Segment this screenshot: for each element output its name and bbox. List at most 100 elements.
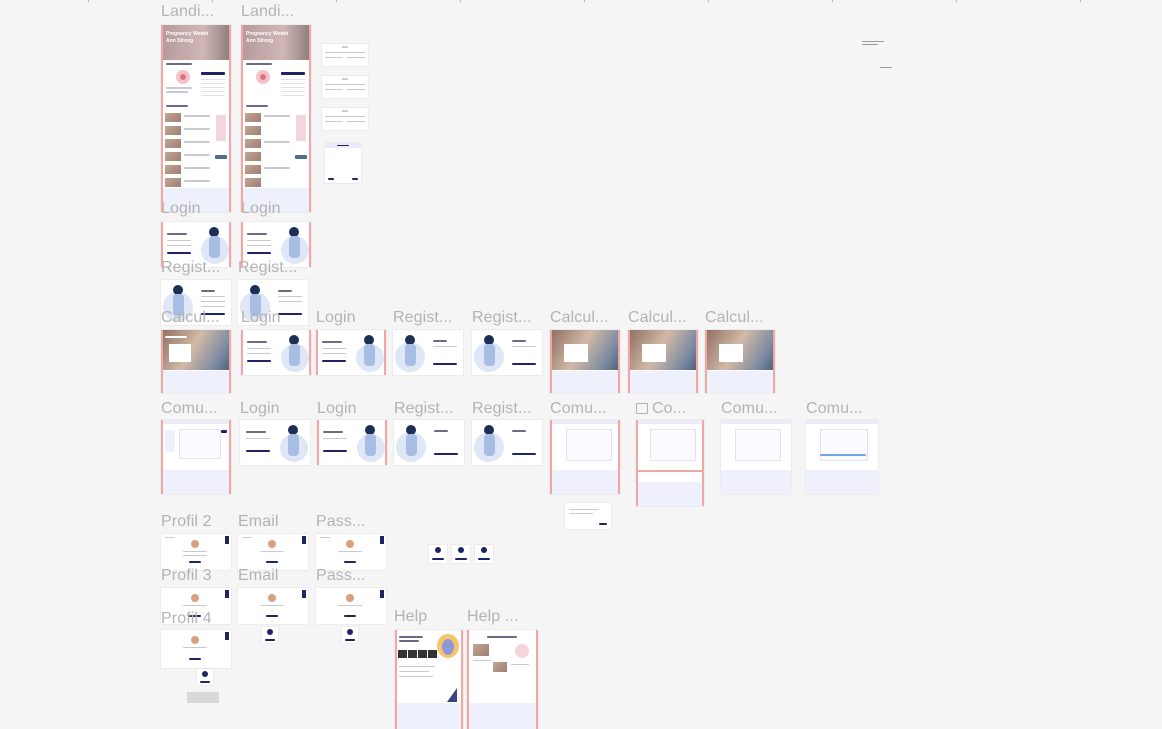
register-frame[interactable] (472, 420, 542, 465)
frame-label-calc-4[interactable]: Calcul... (705, 309, 764, 326)
illustration-body (365, 434, 376, 456)
component-card[interactable] (565, 503, 611, 529)
frame-label-landing-2[interactable]: Landi... (241, 3, 295, 20)
text-line (473, 660, 491, 661)
register-frame[interactable] (394, 420, 464, 465)
check-icon (347, 629, 353, 635)
success-chip[interactable] (429, 545, 447, 563)
frame-label-comu-3[interactable]: Co... (636, 400, 686, 418)
frame-label-register-3[interactable]: Regist... (393, 309, 453, 326)
calculator-frame[interactable] (705, 330, 775, 393)
frame-label-login-5[interactable]: Login (317, 400, 357, 417)
input-line (247, 240, 271, 241)
frame-label-login-overlap[interactable]: Login (241, 309, 281, 326)
nav-bar (806, 420, 878, 424)
register-heading (278, 290, 292, 292)
post-card (650, 429, 696, 461)
help-frame[interactable] (395, 630, 463, 729)
component-card[interactable] (322, 76, 368, 98)
frame-label-calc-3[interactable]: Calcul... (628, 309, 687, 326)
success-chip[interactable] (342, 627, 358, 643)
nav-bar (550, 420, 620, 424)
help-frame[interactable] (467, 630, 538, 729)
password-frame[interactable] (316, 534, 386, 570)
success-chip[interactable] (475, 545, 493, 563)
login-frame[interactable] (241, 330, 311, 375)
illustration-hair (209, 227, 219, 237)
email-frame[interactable] (238, 534, 308, 570)
success-chip[interactable] (262, 627, 278, 643)
input-line (278, 296, 302, 297)
login-frame[interactable] (161, 222, 231, 267)
calculator-frame[interactable] (628, 330, 698, 393)
note-box[interactable] (187, 692, 219, 703)
frame-label-login-1[interactable]: Login (161, 200, 201, 217)
register-frame[interactable] (161, 280, 231, 325)
frame-label-register-5[interactable]: Regist... (394, 400, 454, 417)
frame-label-login-3[interactable]: Login (316, 309, 356, 326)
article-thumbnail (245, 152, 261, 161)
component-card[interactable] (322, 44, 368, 66)
component-card[interactable] (322, 108, 368, 130)
text-line (325, 121, 343, 122)
input-line (338, 605, 362, 606)
calculator-frame[interactable] (550, 330, 620, 393)
community-frame[interactable] (550, 420, 620, 494)
frame-label-calc-1[interactable]: Calcul... (161, 309, 220, 326)
email-frame[interactable] (238, 588, 308, 624)
frame-label-pass-2[interactable]: Pass... (316, 567, 366, 584)
community-frame[interactable] (636, 420, 704, 506)
profile-frame[interactable] (161, 534, 231, 570)
frame-label-comu-5[interactable]: Comu... (806, 400, 863, 417)
input-line (247, 353, 271, 354)
frame-label-login-2[interactable]: Login (241, 200, 281, 217)
login-frame[interactable] (240, 420, 310, 465)
register-frame[interactable] (238, 280, 308, 325)
article-thumbnail (165, 113, 181, 122)
landing-frame-2[interactable]: Pregnancy Womb Ann Strong (241, 25, 311, 212)
community-frame[interactable] (806, 420, 878, 494)
frame-label-comu-4[interactable]: Comu... (721, 400, 778, 417)
calculator-frame[interactable] (161, 330, 231, 393)
register-frame[interactable] (393, 330, 463, 375)
login-frame[interactable] (317, 420, 387, 465)
register-frame[interactable] (472, 330, 542, 375)
frame-label-email-2[interactable]: Email (238, 567, 279, 584)
frame-label-email-1[interactable]: Email (238, 513, 279, 530)
frame-label-register-2[interactable]: Regist... (238, 259, 298, 276)
profile-frame[interactable] (161, 588, 231, 624)
highlight-line (820, 454, 866, 456)
frame-label-login-4[interactable]: Login (240, 400, 280, 417)
login-frame[interactable] (241, 222, 311, 267)
password-frame[interactable] (316, 588, 386, 624)
success-chip[interactable] (197, 669, 213, 685)
frame-label-comu-1[interactable]: Comu... (161, 400, 218, 417)
frame-label-profil-2[interactable]: Profil 2 (161, 513, 212, 530)
canvas-ruler (0, 0, 1162, 2)
frame-label-help-2[interactable]: Help ... (467, 608, 519, 625)
landing-frame-1[interactable]: Pregnancy Womb Ann Strong (161, 25, 231, 212)
community-frame[interactable] (721, 420, 791, 494)
save-button (266, 561, 278, 563)
frame-label-profil-3[interactable]: Profil 3 (161, 567, 212, 584)
avatar (268, 540, 276, 548)
articles-title-line (166, 105, 188, 107)
card-button (599, 523, 607, 525)
frame-label-profil-4[interactable]: Profil 4 (161, 610, 212, 627)
component-card-modal[interactable] (325, 143, 361, 183)
landing-hero-title: Pregnancy Womb (166, 31, 209, 37)
frame-label-pass-1[interactable]: Pass... (316, 513, 366, 530)
community-frame[interactable] (161, 420, 231, 494)
frame-label-landing-1[interactable]: Landi... (161, 3, 215, 20)
frame-label-register-1[interactable]: Regist... (161, 259, 221, 276)
profile-frame[interactable] (161, 630, 231, 668)
frame-label-calc-2[interactable]: Calcul... (550, 309, 609, 326)
calculator-footer (550, 371, 620, 393)
frame-label-register-4[interactable]: Regist... (472, 309, 532, 326)
frame-label-register-6[interactable]: Regist... (472, 400, 532, 417)
side-tab (380, 536, 384, 544)
success-chip[interactable] (452, 545, 470, 563)
login-frame[interactable] (316, 330, 386, 375)
frame-label-help-1[interactable]: Help (394, 608, 428, 625)
frame-label-comu-2[interactable]: Comu... (550, 400, 607, 417)
